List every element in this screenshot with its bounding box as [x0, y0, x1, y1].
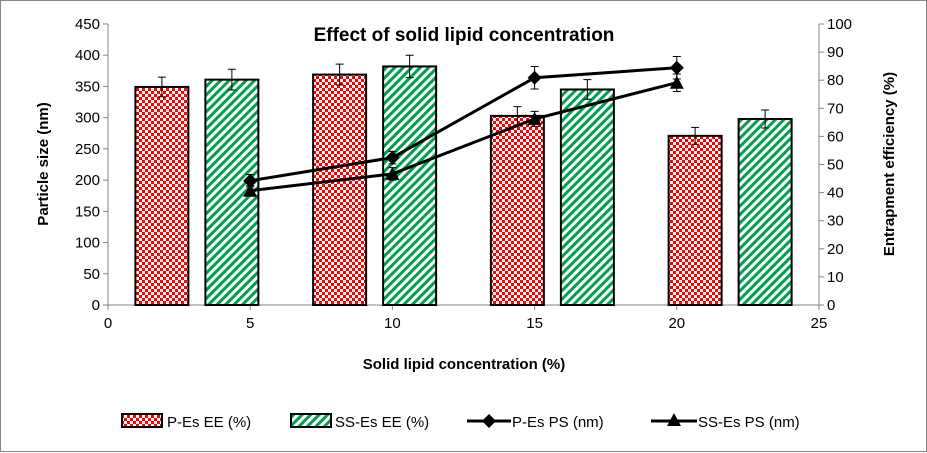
y2-tick-label: 100: [827, 16, 852, 33]
error-bar: [157, 76, 166, 98]
bar-sses-ee: [382, 65, 438, 306]
diamond-marker: [669, 60, 684, 75]
legend-label-sses-ee: SS-Es EE (%): [335, 414, 429, 431]
error-bar: [583, 79, 592, 100]
diamond-marker: [385, 150, 400, 165]
bar-pes-ee: [489, 114, 545, 307]
y-tick-label: 0: [92, 297, 100, 314]
x-tick-label: 25: [811, 315, 828, 332]
error-bar: [227, 68, 236, 91]
error-bar: [405, 54, 414, 79]
y-tick-label: 300: [75, 110, 100, 127]
y2-tick-label: 90: [827, 44, 844, 61]
chart-title: Effect of solid lipid concentration: [314, 25, 615, 46]
error-bar: [761, 109, 770, 129]
y2-tick-label: 70: [827, 100, 844, 117]
error-bar: [335, 63, 344, 86]
bar-pes-ee: [312, 73, 368, 306]
y2-axis-label: Entrapment efficiency (%): [881, 72, 898, 256]
legend-label-sses-ps: SS-Es PS (nm): [698, 414, 800, 431]
y2-tick-label: 60: [827, 128, 844, 145]
y2-tick-label: 50: [827, 157, 844, 174]
y-tick-label: 450: [75, 16, 100, 33]
triangle-marker: [669, 75, 684, 89]
y2-tick-label: 40: [827, 185, 844, 202]
legend-label-pes-ps: P-Es PS (nm): [512, 414, 604, 431]
bar-sses-ee: [559, 88, 615, 306]
bar-pes-ee: [667, 134, 723, 306]
x-tick-label: 20: [668, 315, 685, 332]
y2-tick-label: 30: [827, 213, 844, 230]
line-pes-ps: [249, 66, 677, 183]
legend-swatch-sses-ee: [290, 413, 332, 428]
x-axis-label: Solid lipid concentration (%): [363, 356, 566, 373]
y-tick-label: 200: [75, 172, 100, 189]
y-tick-label: 350: [75, 78, 100, 95]
legend-triangle-icon: [667, 413, 681, 426]
x-tick-label: 5: [246, 315, 254, 332]
y2-tick-label: 10: [827, 269, 844, 286]
triangle-marker: [527, 111, 542, 125]
line-sses-ps: [250, 81, 678, 193]
triangle-marker: [385, 166, 400, 180]
triangle-marker: [243, 183, 258, 197]
y-axis-label: Particle size (nm): [35, 102, 52, 225]
legend-swatch-pes-ee: [121, 413, 163, 428]
y-tick-label: 150: [75, 203, 100, 220]
y-tick-label: 400: [75, 47, 100, 64]
x-tick-label: 15: [526, 315, 543, 332]
y2-tick-label: 20: [827, 241, 844, 258]
y-tick-label: 250: [75, 141, 100, 158]
error-bar: [691, 126, 700, 145]
legend-diamond-icon: [482, 414, 496, 428]
diamond-marker: [527, 70, 542, 85]
y2-tick-label: 80: [827, 72, 844, 89]
y-tick-label: 50: [83, 266, 100, 283]
legend-label-pes-ee: P-Es EE (%): [167, 414, 251, 431]
x-tick-label: 0: [104, 315, 112, 332]
x-tick-label: 10: [384, 315, 401, 332]
bar-sses-ee: [737, 117, 793, 306]
y-tick-label: 100: [75, 235, 100, 252]
y2-tick-label: 0: [827, 297, 835, 314]
bar-pes-ee: [134, 85, 190, 306]
diamond-marker: [243, 173, 258, 188]
